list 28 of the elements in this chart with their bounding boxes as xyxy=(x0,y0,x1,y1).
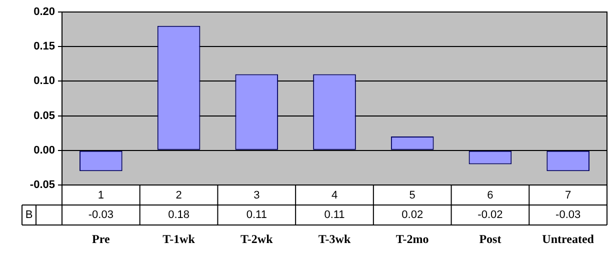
data-label: 0.18 xyxy=(168,209,190,222)
y-tick-label: 0.20 xyxy=(34,6,55,18)
data-label: -0.03 xyxy=(88,209,114,222)
text: Untreated xyxy=(542,232,594,246)
x-tick-label: 3 xyxy=(254,190,260,202)
data-label: 0.11 xyxy=(246,209,267,222)
y-tick-label: 0.00 xyxy=(34,144,55,156)
data-label: 0.02 xyxy=(402,209,424,222)
x-tick-label: 7 xyxy=(565,190,572,202)
x-tick-label: 1 xyxy=(98,190,104,202)
text: B xyxy=(25,209,33,222)
x-tick-label: 6 xyxy=(487,190,494,202)
text: T-2mo xyxy=(396,232,429,246)
y-tick-label: 0.10 xyxy=(34,75,55,88)
text: Post xyxy=(479,232,502,246)
data-label: -0.02 xyxy=(478,209,503,222)
data-label: 0.11 xyxy=(324,209,345,222)
text: T-3wk xyxy=(318,232,351,246)
data-label: -0.03 xyxy=(556,209,581,222)
text: T-2wk xyxy=(240,232,274,246)
text: Pre xyxy=(92,232,110,246)
x-tick-label: 4 xyxy=(331,190,338,202)
x-tick-label: 5 xyxy=(409,190,416,202)
text: T-1wk xyxy=(162,232,196,246)
x-tick-label: 2 xyxy=(176,190,182,202)
y-tick-label: 0.05 xyxy=(34,110,55,122)
y-tick-label: -0.05 xyxy=(30,179,55,192)
y-tick-label: 0.15 xyxy=(34,40,55,53)
